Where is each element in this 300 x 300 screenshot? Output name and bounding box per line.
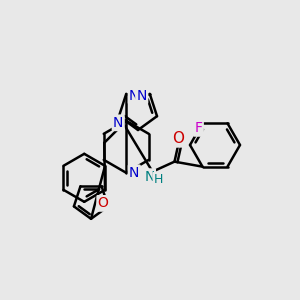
Text: O: O [98, 196, 109, 210]
Text: N: N [144, 170, 155, 184]
Text: N: N [129, 166, 140, 180]
Text: N: N [113, 116, 123, 130]
Text: H: H [154, 173, 163, 186]
Text: F: F [194, 121, 202, 135]
Text: N: N [129, 89, 140, 103]
Text: N: N [136, 89, 147, 103]
Text: O: O [172, 131, 184, 146]
